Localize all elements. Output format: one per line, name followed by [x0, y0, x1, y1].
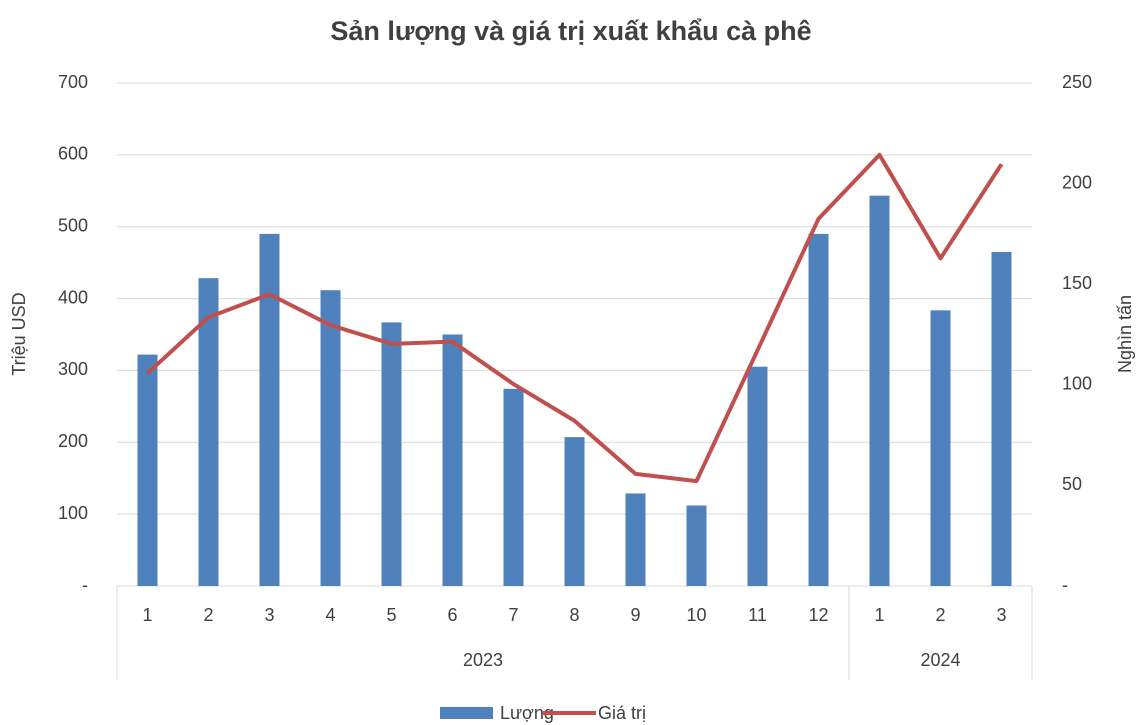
y2-axis-title: Nghìn tấn: [1115, 295, 1135, 373]
x-tick-label: 2: [203, 605, 213, 625]
bar: [198, 278, 219, 586]
y2-tick-label: -: [1062, 575, 1068, 595]
x-tick-label: 12: [808, 605, 828, 625]
y-tick-label: 600: [58, 144, 88, 164]
bar: [503, 388, 524, 586]
bar: [625, 493, 646, 586]
legend-swatch: [440, 707, 493, 719]
x-tick-label: 5: [386, 605, 396, 625]
y2-tick-label: 250: [1062, 72, 1092, 92]
x-tick-label: 7: [508, 605, 518, 625]
x-tick-label: 3: [264, 605, 274, 625]
legend-label: Lượng: [500, 703, 554, 723]
x-group-label: 2024: [920, 650, 960, 670]
y2-tick-label: 50: [1062, 474, 1082, 494]
bar: [747, 366, 768, 586]
y-tick-label: 400: [58, 287, 88, 307]
y-tick-label: -: [82, 575, 88, 595]
y-tick-label: 200: [58, 431, 88, 451]
x-tick-label: 6: [447, 605, 457, 625]
line: [146, 152, 1004, 484]
x-group-label: 2023: [463, 650, 503, 670]
x-tick-label: 3: [996, 605, 1006, 625]
x-tick-label: 1: [142, 605, 152, 625]
y2-tick-label: 200: [1062, 172, 1092, 192]
x-tick-label: 2: [935, 605, 945, 625]
bar: [442, 334, 463, 586]
x-tick-label: 4: [325, 605, 335, 625]
bar: [320, 290, 341, 586]
y-tick-label: 100: [58, 503, 88, 523]
y-tick-label: 700: [58, 72, 88, 92]
y-tick-label: 300: [58, 359, 88, 379]
chart-title: Sản lượng và giá trị xuất khẩu cà phê: [330, 16, 811, 46]
bar: [564, 437, 585, 586]
bar: [259, 233, 280, 586]
legend-label: Giá trị: [598, 703, 646, 723]
x-tick-label: 8: [569, 605, 579, 625]
bar: [930, 310, 951, 586]
y-tick-label: 500: [58, 215, 88, 235]
x-tick-label: 10: [686, 605, 706, 625]
x-tick-label: 9: [630, 605, 640, 625]
bar: [991, 252, 1012, 586]
bar: [686, 505, 707, 586]
y-axis-title: Triệu USD: [9, 292, 29, 375]
bar: [869, 195, 890, 586]
bar: [381, 322, 402, 586]
y2-tick-label: 150: [1062, 273, 1092, 293]
x-tick-label: 11: [748, 605, 767, 625]
y2-tick-label: 100: [1062, 374, 1092, 394]
bar: [137, 354, 158, 586]
x-tick-label: 1: [874, 605, 884, 625]
bar: [808, 233, 829, 586]
